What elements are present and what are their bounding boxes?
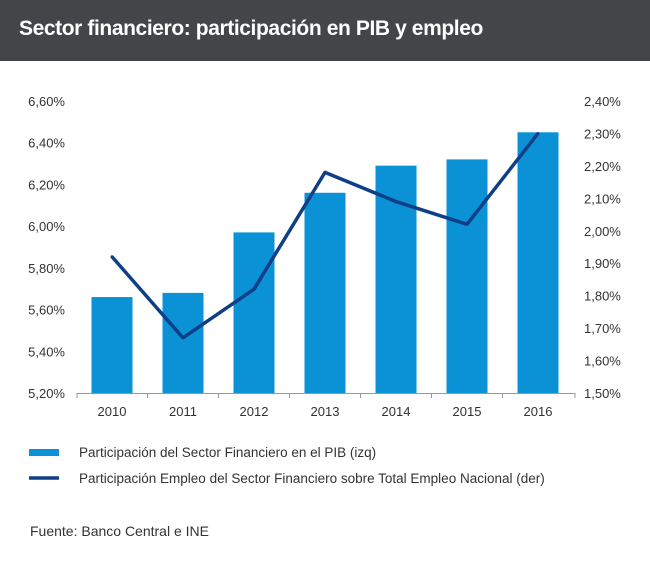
y-left-tick-label: 6,00% <box>28 219 65 234</box>
x-tick-label: 2013 <box>311 404 340 419</box>
x-tick-label: 2011 <box>169 404 197 419</box>
y-right-tick-label: 2,10% <box>584 191 621 206</box>
x-tick-label: 2010 <box>98 404 127 419</box>
y-right-tick-label: 1,80% <box>584 289 621 304</box>
line-point-2012 <box>252 287 256 291</box>
bar-2013 <box>304 192 346 393</box>
y-right-tick-label: 2,00% <box>584 224 621 239</box>
bar-2012 <box>233 232 275 393</box>
chart-title: Sector financiero: participación en PIB … <box>19 17 483 40</box>
y-right-tick-label: 2,30% <box>584 126 621 141</box>
bar-2011 <box>162 292 204 393</box>
y-right-tick-label: 1,90% <box>584 256 621 271</box>
axes-group <box>76 393 576 398</box>
source-note: Fuente: Banco Central e INE <box>30 523 209 539</box>
y-left-tick-label: 5,20% <box>28 386 65 401</box>
legend: Participación del Sector Financiero en e… <box>29 445 545 486</box>
y-left-tick-label: 5,60% <box>28 303 65 318</box>
bar-2015 <box>446 159 488 393</box>
y-right-tick-label: 2,20% <box>584 159 621 174</box>
y-right-tick-label: 1,60% <box>584 354 621 369</box>
chart-header: Sector financiero: participación en PIB … <box>0 0 650 61</box>
line-point-2013 <box>323 170 327 174</box>
line-point-2014 <box>394 200 398 204</box>
line-point-2015 <box>465 222 469 226</box>
line-group <box>110 131 540 340</box>
x-tick-label: 2015 <box>453 404 482 419</box>
line-point-2011 <box>181 336 185 340</box>
y-right-tick-label: 1,70% <box>584 321 621 336</box>
legend-line-label: Participación Empleo del Sector Financie… <box>79 471 545 486</box>
x-tick-label: 2016 <box>524 404 553 419</box>
y-right-tick-label: 1,50% <box>584 386 621 401</box>
legend-bar-label: Participación del Sector Financiero en e… <box>79 445 376 460</box>
bar-2014 <box>375 165 417 393</box>
bar-2010 <box>91 297 133 393</box>
y-right-tick-label: 2,40% <box>584 94 621 109</box>
x-tick-label: 2012 <box>240 404 269 419</box>
legend-bar-swatch <box>29 449 59 456</box>
line-point-2010 <box>110 255 114 259</box>
y-left-tick-label: 6,40% <box>28 136 65 151</box>
bars-group <box>91 132 559 394</box>
y-left-tick-label: 6,20% <box>28 177 65 192</box>
x-tick-label: 2014 <box>382 404 411 419</box>
line-point-2016 <box>536 131 540 135</box>
y-left-tick-label: 5,40% <box>28 344 65 359</box>
tick-labels-group: 2010 2011 2012 2013 2014 2015 2016 5,20% 5,40% 5,… <box>28 94 621 419</box>
bar-2016 <box>517 132 559 394</box>
y-left-tick-label: 6,60% <box>28 94 65 109</box>
y-left-tick-label: 5,80% <box>28 261 65 276</box>
